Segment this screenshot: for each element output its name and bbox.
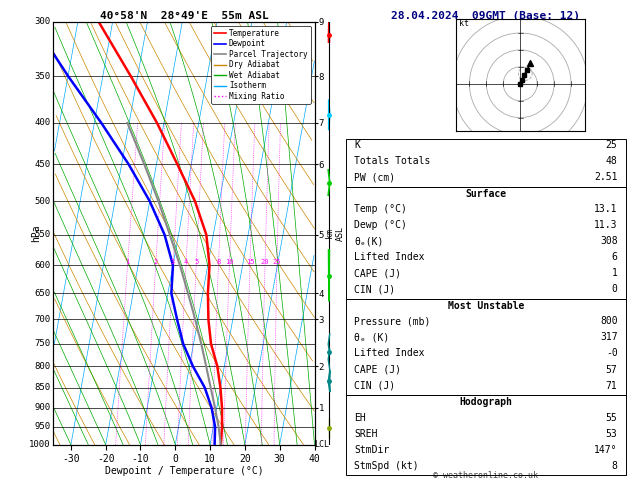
Text: 4: 4 (184, 260, 188, 265)
Text: 48: 48 (606, 156, 618, 166)
Text: 750: 750 (35, 339, 51, 348)
Text: -0: -0 (606, 348, 618, 359)
Text: Pressure (mb): Pressure (mb) (354, 316, 431, 327)
Text: hPa: hPa (31, 225, 42, 242)
Title: 40°58'N  28°49'E  55m ASL: 40°58'N 28°49'E 55m ASL (99, 11, 269, 21)
Text: LCL: LCL (314, 440, 330, 449)
Text: 5: 5 (194, 260, 198, 265)
Text: 25: 25 (273, 260, 281, 265)
Text: Hodograph: Hodograph (459, 397, 513, 407)
Text: 55: 55 (606, 413, 618, 423)
Bar (346, 395, 626, 475)
Text: kt: kt (459, 19, 469, 28)
Text: 3: 3 (171, 260, 175, 265)
Text: 550: 550 (35, 230, 51, 239)
Text: Lifted Index: Lifted Index (354, 348, 425, 359)
Text: 500: 500 (35, 197, 51, 206)
Text: 400: 400 (35, 119, 51, 127)
Text: CIN (J): CIN (J) (354, 284, 396, 295)
Text: 57: 57 (606, 364, 618, 375)
Text: 71: 71 (606, 381, 618, 391)
Text: © weatheronline.co.uk: © weatheronline.co.uk (433, 471, 538, 480)
Text: 25: 25 (606, 140, 618, 150)
Text: 850: 850 (35, 383, 51, 392)
Text: 300: 300 (35, 17, 51, 26)
Text: 20: 20 (261, 260, 269, 265)
Y-axis label: km
ASL: km ASL (325, 226, 345, 241)
Text: 0: 0 (611, 284, 618, 295)
Text: CIN (J): CIN (J) (354, 381, 396, 391)
Text: 13.1: 13.1 (594, 204, 618, 214)
Text: StmSpd (kt): StmSpd (kt) (354, 461, 419, 471)
Text: Dewp (°C): Dewp (°C) (354, 220, 407, 230)
Text: 600: 600 (35, 261, 51, 270)
Text: 11.3: 11.3 (594, 220, 618, 230)
Text: 950: 950 (35, 422, 51, 431)
Text: StmDir: StmDir (354, 445, 389, 455)
Text: Lifted Index: Lifted Index (354, 252, 425, 262)
Text: 1: 1 (125, 260, 130, 265)
Bar (346, 299, 626, 395)
Text: 800: 800 (600, 316, 618, 327)
Text: K: K (354, 140, 360, 150)
Text: Surface: Surface (465, 189, 506, 199)
Bar (346, 139, 626, 187)
Text: CAPE (J): CAPE (J) (354, 268, 401, 278)
Text: 28.04.2024  09GMT (Base: 12): 28.04.2024 09GMT (Base: 12) (391, 11, 581, 21)
Text: 10: 10 (225, 260, 234, 265)
Text: Totals Totals: Totals Totals (354, 156, 431, 166)
Text: 15: 15 (246, 260, 254, 265)
Text: EH: EH (354, 413, 366, 423)
Text: 2: 2 (153, 260, 158, 265)
Text: 6: 6 (611, 252, 618, 262)
Text: 650: 650 (35, 289, 51, 298)
Text: 450: 450 (35, 160, 51, 169)
Text: SREH: SREH (354, 429, 378, 439)
Text: 308: 308 (600, 236, 618, 246)
Legend: Temperature, Dewpoint, Parcel Trajectory, Dry Adiabat, Wet Adiabat, Isotherm, Mi: Temperature, Dewpoint, Parcel Trajectory… (211, 26, 311, 104)
Text: 317: 317 (600, 332, 618, 343)
Text: 147°: 147° (594, 445, 618, 455)
Text: 700: 700 (35, 315, 51, 324)
Text: 8: 8 (611, 461, 618, 471)
Bar (346, 187, 626, 299)
Text: 2.51: 2.51 (594, 172, 618, 182)
Text: 900: 900 (35, 403, 51, 412)
Text: Most Unstable: Most Unstable (448, 301, 524, 311)
Text: Temp (°C): Temp (°C) (354, 204, 407, 214)
Text: θₑ (K): θₑ (K) (354, 332, 389, 343)
X-axis label: Dewpoint / Temperature (°C): Dewpoint / Temperature (°C) (104, 466, 264, 476)
Text: PW (cm): PW (cm) (354, 172, 396, 182)
Text: 1000: 1000 (30, 440, 51, 449)
Text: CAPE (J): CAPE (J) (354, 364, 401, 375)
Text: 53: 53 (606, 429, 618, 439)
Text: 800: 800 (35, 362, 51, 371)
Text: 350: 350 (35, 71, 51, 81)
Text: 1: 1 (611, 268, 618, 278)
Text: 8: 8 (216, 260, 221, 265)
Text: θₑ(K): θₑ(K) (354, 236, 384, 246)
